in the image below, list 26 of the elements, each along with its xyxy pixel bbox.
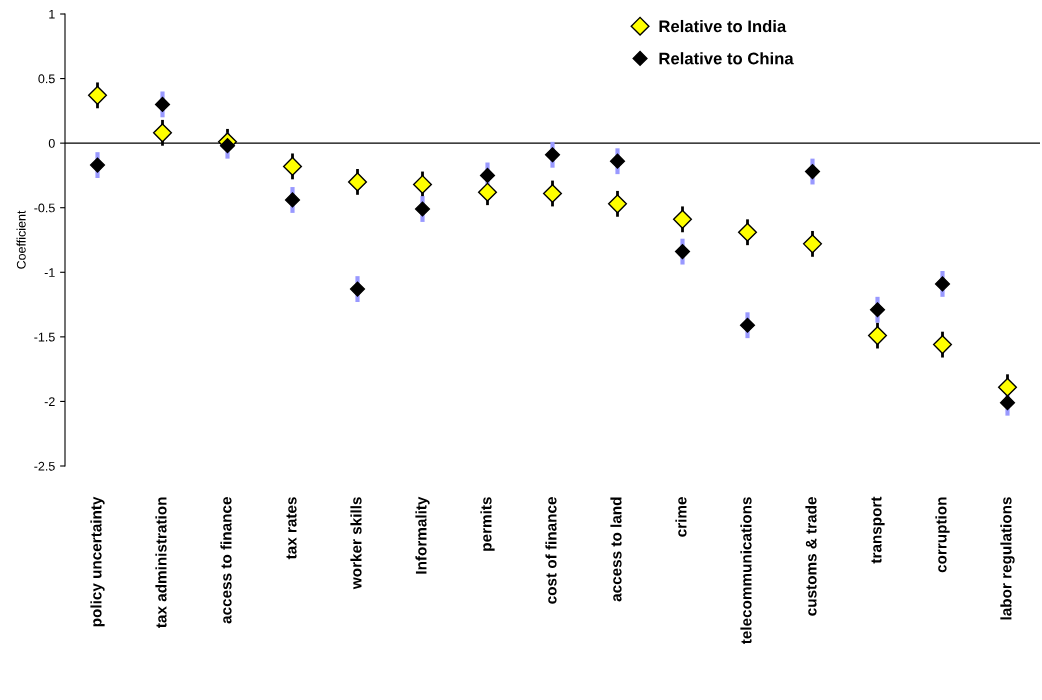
x-tick-label: worker skills <box>350 497 362 590</box>
x-tick-label: customs & trade <box>805 497 817 616</box>
x-tick-label: access to land <box>610 497 622 602</box>
y-tick-label: -2 <box>44 397 55 406</box>
y-tick-label: -2.5 <box>34 461 55 471</box>
x-tick-label: policy uncertainty <box>90 496 105 627</box>
x-tick-label: telecommunications <box>740 497 752 645</box>
legend-label: Relative to China <box>659 52 794 65</box>
y-tick-label: -1 <box>44 268 55 277</box>
x-tick-label: tax rates <box>286 497 297 560</box>
x-tick-label: cost of finance <box>545 497 557 604</box>
y-axis-title: Coefficient <box>16 210 26 269</box>
y-tick-label: 0.5 <box>38 74 55 84</box>
x-tick-label: labor regulations <box>1000 497 1015 620</box>
x-tick-label: tax administration <box>155 497 167 628</box>
y-tick-label: -0.5 <box>34 203 55 213</box>
x-tick-label: crime <box>675 497 687 537</box>
y-tick-label: -1.5 <box>34 332 55 342</box>
x-tick-label: transport <box>871 496 885 564</box>
y-tick-label: 1 <box>49 9 55 19</box>
x-tick-label: access to finance <box>220 497 232 624</box>
x-tick-label: Informality <box>415 496 430 574</box>
y-tick-label: 0 <box>48 138 55 148</box>
x-tick-label: permits <box>480 497 495 551</box>
legend-label: Relative to India <box>659 19 787 33</box>
x-tick-label: corruption <box>935 497 950 573</box>
